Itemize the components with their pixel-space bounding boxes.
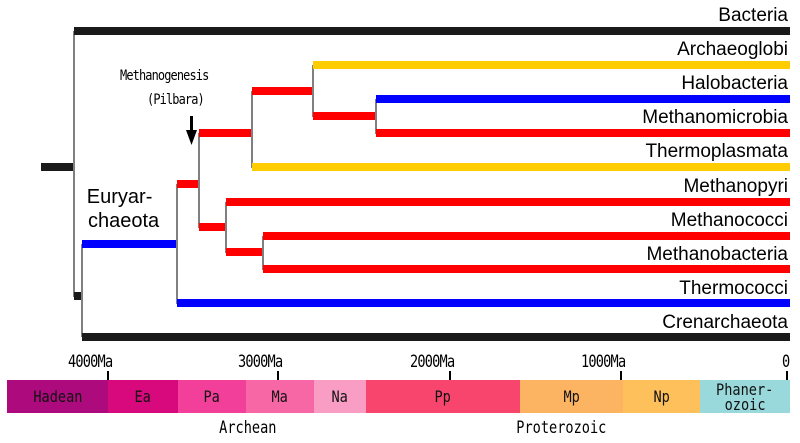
taxon-label: Thermoplasmata — [645, 141, 788, 162]
root-split — [73, 31, 75, 297]
taxon-label: Methanomicrobia — [642, 107, 788, 128]
branch-methanopyri — [226, 198, 790, 206]
period-label: ozoic — [724, 394, 766, 414]
period-label: Ea — [134, 387, 152, 406]
axis-tick — [620, 371, 622, 380]
period-label: Np — [653, 387, 670, 406]
axis-tick — [277, 371, 279, 380]
axis-tick — [449, 371, 451, 380]
branch-thermoplasmata — [252, 163, 790, 171]
period-label: Pa — [203, 387, 221, 406]
branch-methanococci — [263, 232, 790, 240]
taxon-label: Methanobacteria — [646, 244, 788, 265]
eon-label-archean: Archean — [219, 418, 277, 438]
archaea-split — [81, 244, 83, 337]
period-label: Mp — [563, 387, 580, 406]
branch-class2 — [199, 129, 252, 137]
period-mesoproterozoic: Mp — [520, 380, 623, 413]
axis-tick-label: 1000Ma — [581, 352, 626, 372]
branch-euryarchaeota — [82, 240, 178, 248]
taxon-label: Archaeoglobi — [677, 39, 788, 60]
eury-split — [176, 184, 178, 304]
branch-halobacteria — [376, 95, 790, 103]
taxon-label: Methanopyri — [683, 176, 788, 197]
branch-halo-methanomicrobia — [313, 112, 376, 120]
period-neoproterozoic: Np — [623, 380, 700, 413]
branch-methanomicrobia — [376, 129, 790, 137]
clade-label-euryarchaeota: Euryar- chaeota — [80, 185, 159, 233]
taxon-label: Methanococci — [670, 210, 788, 231]
period-label: Na — [331, 387, 349, 406]
branch-crenarchaeota — [82, 333, 790, 341]
methanogen-split — [198, 133, 200, 228]
branch-class1 — [199, 223, 226, 231]
branch-methanogens — [177, 180, 199, 188]
branch-archaeoglobi — [313, 61, 790, 69]
axis-tick-label: 0 — [782, 352, 790, 372]
period-eoarchean: Ea — [108, 380, 178, 413]
clade-label-line: chaeota — [88, 210, 160, 232]
halo-split — [375, 99, 377, 134]
taxon-label: Thermococci — [679, 278, 788, 299]
class1-split — [225, 202, 227, 253]
period-label: Pp — [434, 387, 452, 406]
clade-label-line: Euryar- — [86, 186, 153, 208]
branch-thermococci — [177, 299, 790, 307]
taxon-label: Bacteria — [718, 5, 788, 26]
cocci-split — [262, 236, 264, 270]
taxon-label: Crenarchaeota — [662, 312, 788, 333]
period-paleoproterozoic: Pp — [366, 380, 520, 413]
axis-tick-label: 3000Ma — [238, 352, 283, 372]
annotation-line: (Pilbara) — [147, 92, 205, 108]
axis-tick — [107, 371, 109, 380]
branch-methanobacteria — [263, 265, 790, 273]
annotation-line: Methanogenesis — [120, 68, 209, 84]
period-hadean: Hadean — [7, 380, 108, 413]
branch-bacteria — [74, 27, 790, 35]
branch-cocci-bacteria — [226, 248, 263, 256]
axis-tick-label: 2000Ma — [410, 352, 455, 372]
branch-archaea-stub — [74, 292, 82, 300]
period-neoarchean: Na — [314, 380, 366, 413]
halo-group-split — [312, 65, 314, 117]
period-mesoarchean: Ma — [246, 380, 314, 413]
period-label: Phaner- — [716, 379, 774, 399]
period-paleoarchean: Pa — [178, 380, 246, 413]
eon-label-proterozoic: Proterozoic — [516, 418, 607, 438]
period-label: Ma — [271, 387, 289, 406]
taxon-label: Halobacteria — [681, 73, 788, 94]
axis-tick — [786, 371, 788, 380]
axis-tick-label: 4000Ma — [68, 352, 113, 372]
period-label: Hadean — [32, 387, 83, 406]
root-stub — [41, 163, 75, 171]
period-phanerozoic: Phaner- ozoic — [700, 380, 790, 413]
class2-split — [251, 91, 253, 168]
branch-halo-group — [252, 87, 313, 95]
arrow-down-icon — [186, 116, 197, 145]
